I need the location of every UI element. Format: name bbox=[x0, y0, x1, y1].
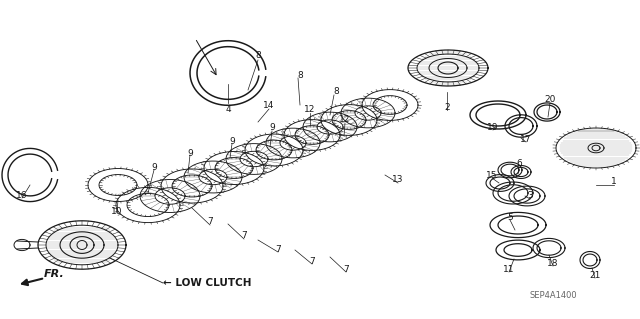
Text: 2: 2 bbox=[444, 103, 450, 113]
Text: 14: 14 bbox=[263, 101, 275, 110]
Text: 9: 9 bbox=[187, 149, 193, 158]
Text: 13: 13 bbox=[392, 175, 404, 184]
Text: ← LOW CLUTCH: ← LOW CLUTCH bbox=[163, 278, 252, 288]
Text: 5: 5 bbox=[507, 213, 513, 222]
Text: 10: 10 bbox=[111, 206, 123, 216]
Text: 12: 12 bbox=[304, 106, 316, 115]
Text: 8: 8 bbox=[333, 87, 339, 97]
Text: 4: 4 bbox=[225, 105, 231, 114]
Text: 9: 9 bbox=[229, 137, 235, 145]
Text: 18: 18 bbox=[547, 259, 559, 269]
Text: 6: 6 bbox=[516, 159, 522, 167]
Text: FR.: FR. bbox=[44, 269, 65, 279]
Text: 17: 17 bbox=[520, 136, 532, 145]
Text: 20: 20 bbox=[544, 95, 556, 105]
Text: 7: 7 bbox=[241, 232, 247, 241]
Text: 1: 1 bbox=[611, 177, 617, 187]
Text: 8: 8 bbox=[297, 70, 303, 79]
Text: 8: 8 bbox=[255, 51, 261, 61]
Text: 7: 7 bbox=[343, 264, 349, 273]
Text: 16: 16 bbox=[16, 191, 28, 201]
Text: 7: 7 bbox=[275, 244, 281, 254]
Text: 3: 3 bbox=[527, 191, 533, 201]
Text: 15: 15 bbox=[486, 170, 498, 180]
Text: 9: 9 bbox=[151, 162, 157, 172]
Text: 12: 12 bbox=[339, 115, 351, 124]
Text: 7: 7 bbox=[309, 256, 315, 265]
Text: SEP4A1400: SEP4A1400 bbox=[530, 291, 578, 300]
Text: 19: 19 bbox=[487, 123, 499, 132]
Text: 11: 11 bbox=[503, 265, 515, 275]
Text: 21: 21 bbox=[589, 271, 601, 280]
Text: 9: 9 bbox=[269, 123, 275, 132]
Text: 7: 7 bbox=[207, 218, 213, 226]
